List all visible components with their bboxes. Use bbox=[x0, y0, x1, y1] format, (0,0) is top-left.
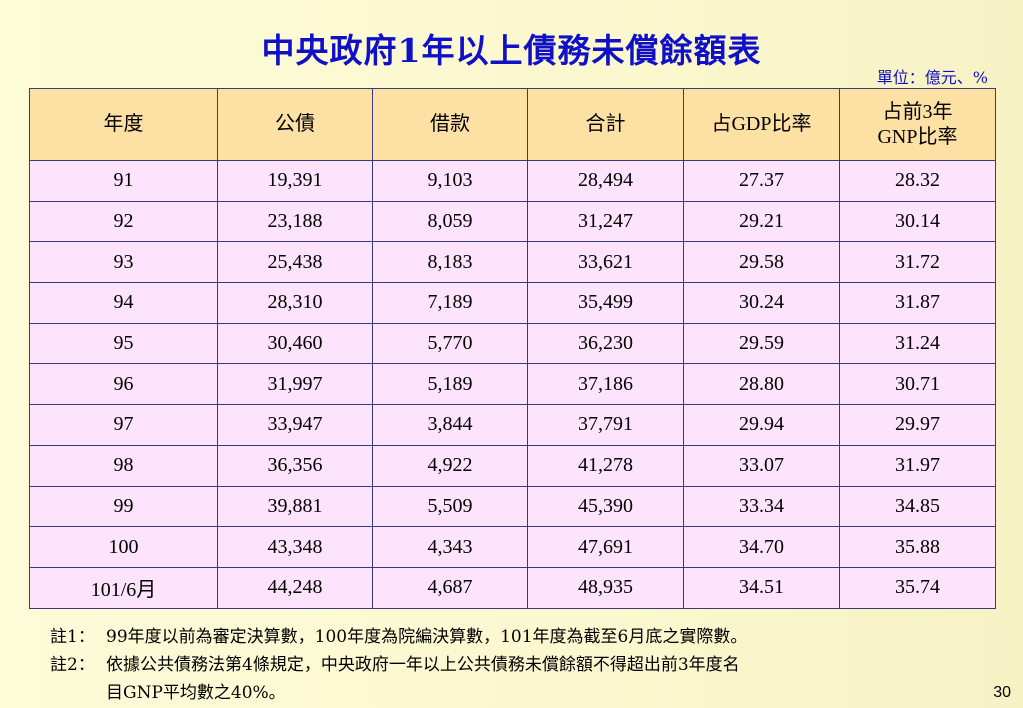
cell-total: 41,278 bbox=[527, 444, 684, 487]
note-1-text: 99年度以前為審定決算數，100年度為院編決算數，101年度為截至6月底之實際數… bbox=[106, 627, 748, 647]
cell-total: 47,691 bbox=[527, 526, 684, 568]
header-gnp-ratio: 占前3年 GNP比率 bbox=[839, 88, 996, 161]
cell-gdp-ratio: 29.94 bbox=[683, 404, 840, 446]
cell-gdp-ratio: 28.80 bbox=[683, 363, 840, 406]
cell-bonds: 31,997 bbox=[217, 363, 373, 406]
cell-gnp-ratio: 31.87 bbox=[839, 282, 996, 324]
cell-total: 35,499 bbox=[527, 282, 684, 324]
cell-bonds: 39,881 bbox=[217, 485, 373, 528]
cell-total: 37,791 bbox=[527, 404, 684, 446]
header-gnp-ratio-line2: GNP比率 bbox=[877, 125, 958, 148]
cell-loans: 7,189 bbox=[372, 282, 528, 324]
cell-loans: 5,189 bbox=[372, 363, 528, 406]
cell-gnp-ratio: 31.72 bbox=[839, 241, 996, 284]
header-gnp-ratio-line1: 占前3年 bbox=[882, 100, 953, 123]
table-row: 98 36,356 4,922 41,278 33.07 31.97 bbox=[29, 444, 996, 487]
cell-bonds: 19,391 bbox=[217, 160, 373, 202]
table-row: 101/6月 44,248 4,687 48,935 34.51 35.74 bbox=[29, 566, 996, 609]
cell-total: 48,935 bbox=[527, 566, 684, 609]
cell-year: 92 bbox=[29, 200, 218, 243]
cell-year: 95 bbox=[29, 322, 218, 365]
table-row: 96 31,997 5,189 37,186 28.80 30.71 bbox=[29, 363, 996, 406]
cell-total: 33,621 bbox=[527, 241, 684, 284]
table-row: 94 28,310 7,189 35,499 30.24 31.87 bbox=[29, 282, 996, 324]
cell-loans: 8,183 bbox=[372, 241, 528, 284]
cell-year: 91 bbox=[29, 160, 218, 202]
cell-gdp-ratio: 34.51 bbox=[683, 566, 840, 609]
table-row: 93 25,438 8,183 33,621 29.58 31.72 bbox=[29, 241, 996, 284]
cell-gnp-ratio: 30.71 bbox=[839, 363, 996, 406]
page-number: 30 bbox=[993, 684, 1011, 701]
note-2-text-line2: 目GNP平均數之40%。 bbox=[106, 683, 286, 703]
cell-gdp-ratio: 27.37 bbox=[683, 160, 840, 202]
cell-loans: 4,922 bbox=[372, 444, 528, 487]
cell-bonds: 43,348 bbox=[217, 526, 373, 568]
cell-gdp-ratio: 33.07 bbox=[683, 444, 840, 487]
cell-gdp-ratio: 30.24 bbox=[683, 282, 840, 324]
cell-year: 97 bbox=[29, 404, 218, 446]
cell-loans: 4,687 bbox=[372, 566, 528, 609]
note-2: 註2： 依據公共債務法第4條規定，中央政府一年以上公共債務未償餘額不得超出前3年度… bbox=[50, 651, 740, 707]
note-1-label: 註1： bbox=[50, 627, 95, 647]
unit-label: 單位：億元、% bbox=[876, 68, 988, 87]
cell-year: 96 bbox=[29, 363, 218, 406]
cell-gnp-ratio: 30.14 bbox=[839, 200, 996, 243]
cell-gdp-ratio: 33.34 bbox=[683, 485, 840, 528]
cell-gnp-ratio: 35.74 bbox=[839, 566, 996, 609]
cell-bonds: 44,248 bbox=[217, 566, 373, 609]
cell-year: 94 bbox=[29, 282, 218, 324]
note-2-text-line1: 依據公共債務法第4條規定，中央政府一年以上公共債務未償餘額不得超出前3年度名 bbox=[106, 655, 740, 675]
cell-bonds: 23,188 bbox=[217, 200, 373, 243]
cell-bonds: 36,356 bbox=[217, 444, 373, 487]
table-row: 100 43,348 4,343 47,691 34.70 35.88 bbox=[29, 526, 996, 568]
cell-bonds: 33,947 bbox=[217, 404, 373, 446]
table-row: 91 19,391 9,103 28,494 27.37 28.32 bbox=[29, 160, 996, 202]
cell-total: 36,230 bbox=[527, 322, 684, 365]
header-gdp-ratio: 占GDP比率 bbox=[683, 88, 840, 161]
cell-gnp-ratio: 28.32 bbox=[839, 160, 996, 202]
cell-year: 101/6月 bbox=[29, 566, 218, 609]
cell-gdp-ratio: 29.59 bbox=[683, 322, 840, 365]
table-row: 95 30,460 5,770 36,230 29.59 31.24 bbox=[29, 322, 996, 365]
cell-total: 37,186 bbox=[527, 363, 684, 406]
cell-bonds: 30,460 bbox=[217, 322, 373, 365]
cell-gnp-ratio: 29.97 bbox=[839, 404, 996, 446]
cell-year: 100 bbox=[29, 526, 218, 568]
cell-loans: 8,059 bbox=[372, 200, 528, 243]
table-row: 99 39,881 5,509 45,390 33.34 34.85 bbox=[29, 485, 996, 528]
cell-loans: 5,770 bbox=[372, 322, 528, 365]
cell-loans: 9,103 bbox=[372, 160, 528, 202]
cell-gdp-ratio: 34.70 bbox=[683, 526, 840, 568]
cell-gnp-ratio: 31.24 bbox=[839, 322, 996, 365]
cell-gnp-ratio: 34.85 bbox=[839, 485, 996, 528]
page-title: 中央政府1年以上債務未償餘額表 bbox=[261, 31, 762, 70]
header-year: 年度 bbox=[29, 88, 218, 161]
cell-total: 28,494 bbox=[527, 160, 684, 202]
table-header-row: 年度 公債 借款 合計 占GDP比率 占前3年 GNP比率 bbox=[29, 88, 996, 161]
cell-gdp-ratio: 29.21 bbox=[683, 200, 840, 243]
cell-bonds: 25,438 bbox=[217, 241, 373, 284]
cell-year: 93 bbox=[29, 241, 218, 284]
header-total: 合計 bbox=[527, 88, 684, 161]
cell-loans: 5,509 bbox=[372, 485, 528, 528]
note-2-label: 註2： bbox=[50, 655, 95, 675]
note-1: 註1： 99年度以前為審定決算數，100年度為院編決算數，101年度為截至6月底之… bbox=[50, 623, 747, 651]
cell-total: 31,247 bbox=[527, 200, 684, 243]
cell-total: 45,390 bbox=[527, 485, 684, 528]
table-body: 91 19,391 9,103 28,494 27.37 28.32 92 23,188 8,0… bbox=[29, 160, 996, 609]
header-loans: 借款 bbox=[372, 88, 528, 161]
cell-loans: 4,343 bbox=[372, 526, 528, 568]
cell-gnp-ratio: 35.88 bbox=[839, 526, 996, 568]
cell-gnp-ratio: 31.97 bbox=[839, 444, 996, 487]
cell-bonds: 28,310 bbox=[217, 282, 373, 324]
cell-year: 99 bbox=[29, 485, 218, 528]
cell-loans: 3,844 bbox=[372, 404, 528, 446]
debt-table: 年度 公債 借款 合計 占GDP比率 占前3年 GNP比率 91 19,391 9,… bbox=[29, 88, 996, 609]
header-bonds: 公債 bbox=[217, 88, 373, 161]
cell-gdp-ratio: 29.58 bbox=[683, 241, 840, 284]
table-row: 97 33,947 3,844 37,791 29.94 29.97 bbox=[29, 404, 996, 446]
cell-year: 98 bbox=[29, 444, 218, 487]
table-row: 92 23,188 8,059 31,247 29.21 30.14 bbox=[29, 200, 996, 243]
